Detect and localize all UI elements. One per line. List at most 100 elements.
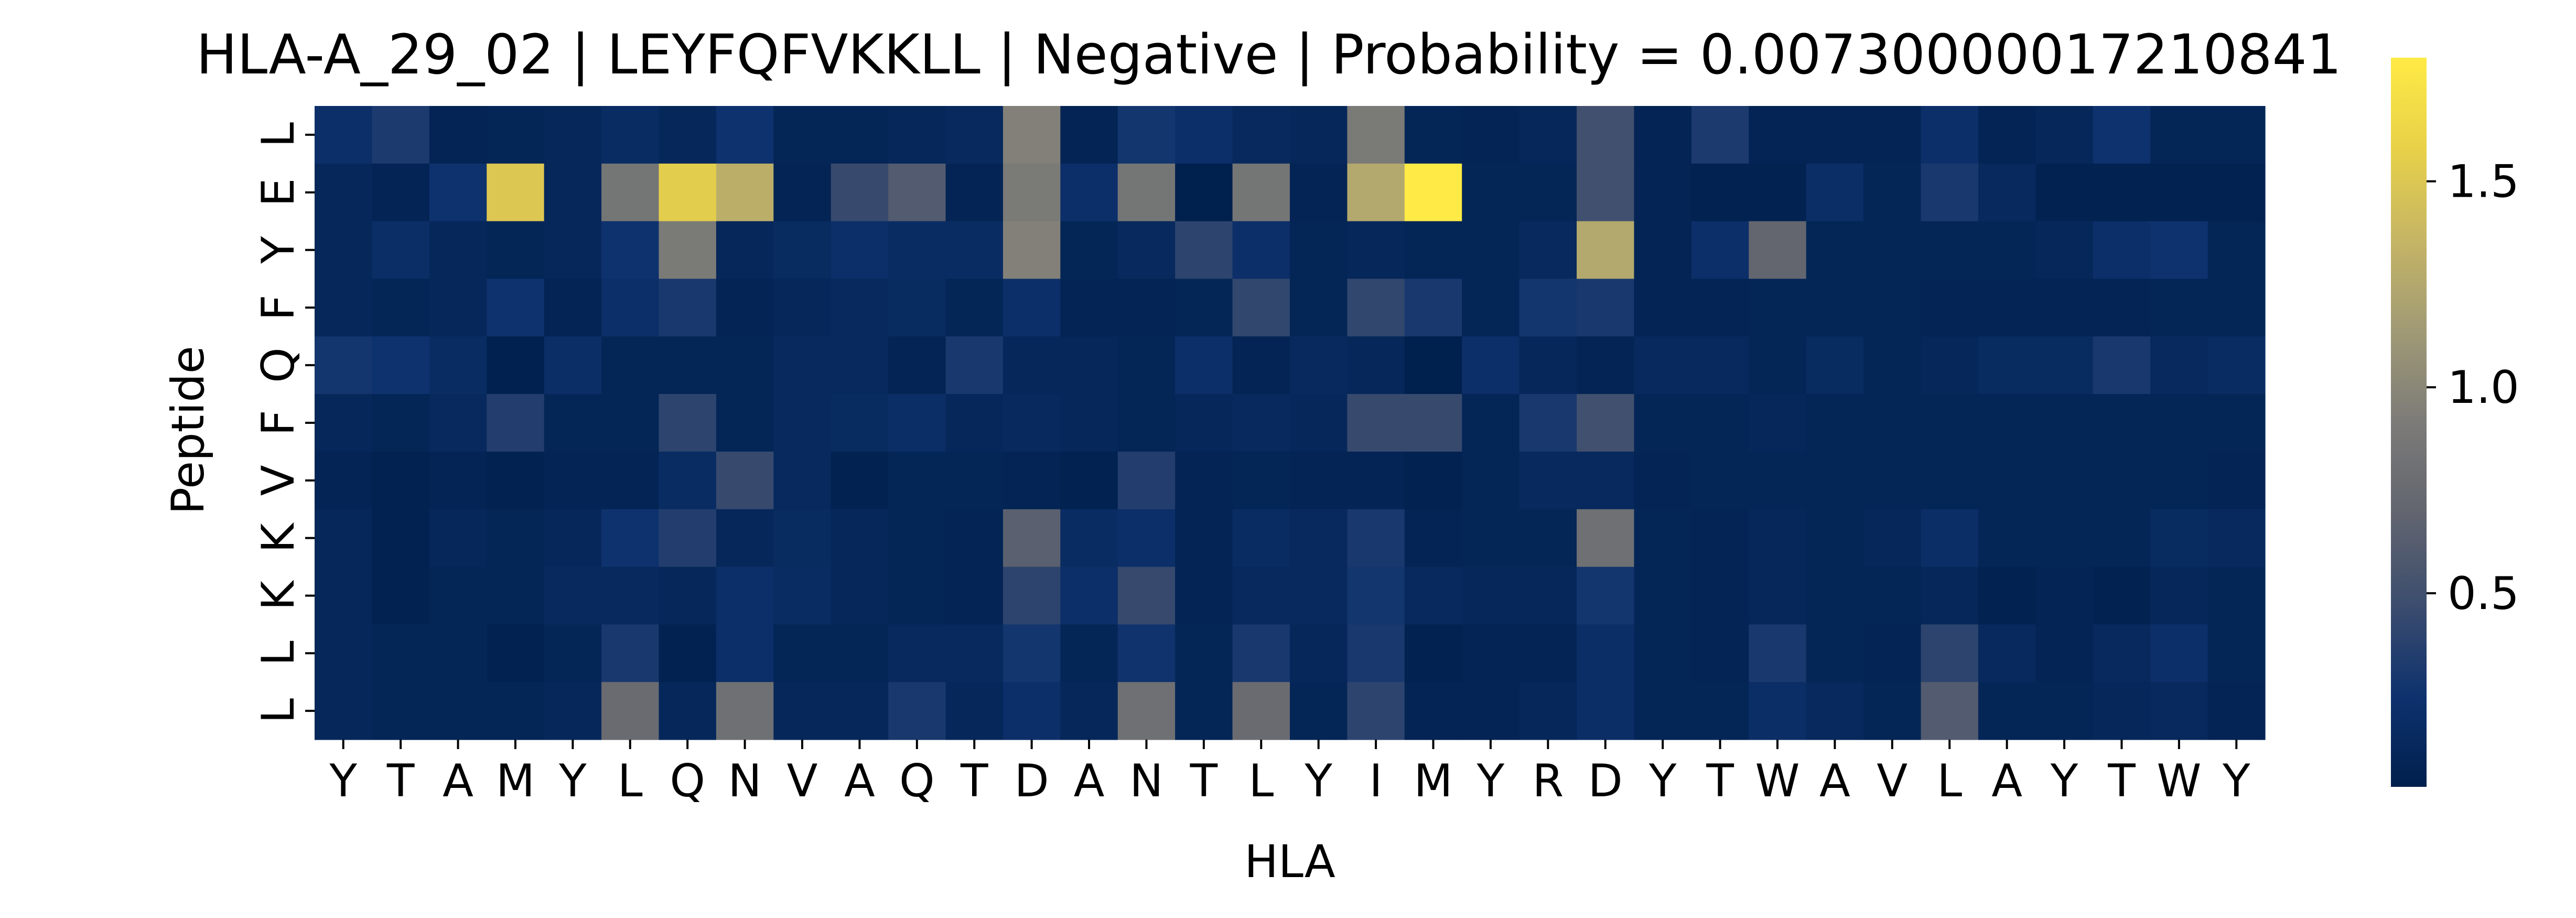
heatmap-cell xyxy=(1404,394,1462,452)
heatmap-cell xyxy=(716,567,774,625)
heatmap-cell xyxy=(1060,567,1118,625)
heatmap-cell xyxy=(1232,567,1290,625)
heatmap-cell xyxy=(1749,106,1807,164)
heatmap-cell xyxy=(945,451,1004,510)
heatmap-cell xyxy=(315,221,373,280)
x-tick-label: L xyxy=(1937,755,1962,807)
x-tick-label: T xyxy=(386,755,415,807)
heatmap-cell xyxy=(773,336,832,394)
heatmap-cell xyxy=(2150,221,2208,280)
heatmap-cell xyxy=(487,567,545,625)
heatmap-cell xyxy=(1290,682,1348,740)
heatmap-cell xyxy=(601,394,660,452)
heatmap-cell xyxy=(2035,221,2094,280)
heatmap-cell xyxy=(372,163,430,222)
heatmap-cell xyxy=(1175,509,1233,568)
heatmap-cell xyxy=(1806,567,1864,625)
heatmap-cell xyxy=(1404,106,1462,164)
heatmap-cell xyxy=(773,624,832,682)
heatmap-cell xyxy=(831,336,889,394)
heatmap-cell xyxy=(716,451,774,510)
x-tick-label: T xyxy=(1706,755,1734,807)
x-tick-label: Y xyxy=(1304,755,1332,807)
heatmap-cell xyxy=(601,221,660,280)
heatmap-cell xyxy=(1863,567,1922,625)
heatmap-cell xyxy=(1003,221,1061,280)
heatmap-cell xyxy=(1749,279,1807,337)
heatmap-cells xyxy=(315,106,2266,740)
heatmap-cell xyxy=(1863,509,1922,568)
heatmap-cell xyxy=(601,509,660,568)
y-tick-label: L xyxy=(252,698,305,723)
heatmap-cell xyxy=(831,221,889,280)
heatmap-cell xyxy=(315,336,373,394)
heatmap-cell xyxy=(1691,279,1749,337)
heatmap-cell xyxy=(2035,106,2094,164)
heatmap-cell xyxy=(1978,394,2036,452)
heatmap-cell xyxy=(315,279,373,337)
heatmap-cell xyxy=(372,567,430,625)
heatmap-cell xyxy=(1691,567,1749,625)
heatmap-cell xyxy=(716,509,774,568)
heatmap-cell xyxy=(1232,451,1290,510)
heatmap-cell xyxy=(1577,567,1635,625)
x-tick-label: Q xyxy=(670,755,705,807)
heatmap-cell xyxy=(1577,279,1635,337)
heatmap-cell xyxy=(544,394,602,452)
heatmap-cell xyxy=(601,336,660,394)
heatmap-cell xyxy=(1978,509,2036,568)
heatmap-cell xyxy=(1978,279,2036,337)
heatmap-cell xyxy=(372,279,430,337)
heatmap-cell xyxy=(945,394,1004,452)
heatmap-cell xyxy=(659,279,717,337)
heatmap-cell xyxy=(2150,567,2208,625)
x-tick-label: A xyxy=(443,755,473,807)
heatmap-cell xyxy=(601,682,660,740)
x-tick-label: Y xyxy=(2222,755,2250,807)
heatmap-cell xyxy=(601,451,660,510)
heatmap-cell xyxy=(888,163,946,222)
heatmap-cell xyxy=(1978,567,2036,625)
heatmap-cell xyxy=(2035,451,2094,510)
heatmap-cell xyxy=(2093,336,2151,394)
heatmap-cell xyxy=(659,451,717,510)
y-tick-labels: LEYFQFVKKLL xyxy=(252,122,315,723)
heatmap-cell xyxy=(1290,221,1348,280)
heatmap-cell xyxy=(1347,394,1405,452)
heatmap-cell xyxy=(1404,624,1462,682)
heatmap-cell xyxy=(1462,221,1520,280)
heatmap-cell xyxy=(1347,279,1405,337)
heatmap-cell xyxy=(1175,279,1233,337)
heatmap-cell xyxy=(716,394,774,452)
heatmap-cell xyxy=(1175,106,1233,164)
heatmap-cell xyxy=(2093,221,2151,280)
heatmap-cell xyxy=(2207,106,2266,164)
heatmap-cell xyxy=(1175,451,1233,510)
heatmap-cell xyxy=(1232,163,1290,222)
x-tick-label: Y xyxy=(1648,755,1677,807)
heatmap-cell xyxy=(1347,163,1405,222)
heatmap-cell xyxy=(1577,106,1635,164)
heatmap-cell xyxy=(659,221,717,280)
heatmap-cell xyxy=(1978,163,2036,222)
heatmap-cell xyxy=(1691,394,1749,452)
heatmap-cell xyxy=(1003,106,1061,164)
heatmap-cell xyxy=(2035,682,2094,740)
heatmap-cell xyxy=(1749,451,1807,510)
heatmap-cell xyxy=(1060,106,1118,164)
heatmap-cell xyxy=(1634,106,1692,164)
heatmap-cell xyxy=(831,163,889,222)
heatmap-cell xyxy=(716,279,774,337)
heatmap-cell xyxy=(315,451,373,510)
heatmap-cell xyxy=(1863,394,1922,452)
heatmap-cell xyxy=(2093,163,2151,222)
heatmap-cell xyxy=(2093,682,2151,740)
heatmap-cell xyxy=(773,394,832,452)
heatmap-cell xyxy=(773,682,832,740)
heatmap-cell xyxy=(1060,336,1118,394)
x-tick-label: T xyxy=(1190,755,1218,807)
heatmap-cell xyxy=(1634,567,1692,625)
heatmap-cell xyxy=(1691,163,1749,222)
heatmap-cell xyxy=(1060,509,1118,568)
heatmap-cell xyxy=(1462,624,1520,682)
